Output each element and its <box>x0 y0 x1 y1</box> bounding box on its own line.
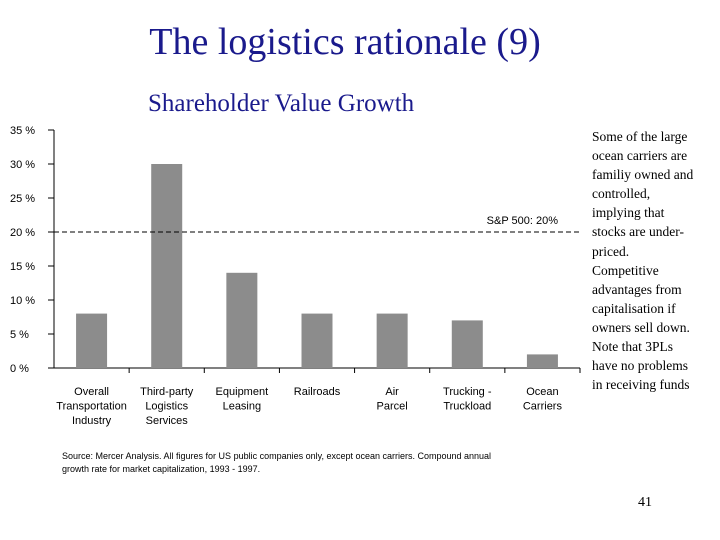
source-note: Source: Mercer Analysis. All figures for… <box>62 450 602 476</box>
reference-line-label: S&P 500: 20% <box>487 215 559 227</box>
note-line: advantages from <box>592 281 682 297</box>
y-tick-label: 25 % <box>10 193 35 205</box>
category-label-line: Equipment <box>216 386 269 398</box>
note-line: priced. <box>592 243 630 259</box>
category-label: Air Parcel <box>377 386 408 413</box>
source-line: growth rate for market capitalization, 1… <box>62 464 261 474</box>
source-line: Source: Mercer Analysis. All figures for… <box>62 451 492 461</box>
note-line: Competitive <box>592 262 659 278</box>
note-line: familiy owned and <box>592 167 694 183</box>
page-number: 41 <box>638 495 652 510</box>
category-label: Railroads <box>294 386 341 398</box>
bar <box>526 354 558 368</box>
category-label-line: Industry <box>72 415 112 427</box>
bar <box>301 313 333 368</box>
bar <box>451 320 483 368</box>
note-line: implying that <box>592 205 665 221</box>
note-line: owners sell down. <box>592 319 690 335</box>
y-tick-label: 20 % <box>10 227 35 239</box>
note-line: ocean carriers are <box>592 148 688 164</box>
note-line: Note that 3PLs <box>592 339 673 355</box>
chart-title: Shareholder Value Growth <box>148 90 415 117</box>
bar <box>226 272 258 368</box>
y-tick-label: 5 % <box>10 329 29 341</box>
y-tick-label: 0 % <box>10 363 29 375</box>
category-label: Ocean Carriers <box>523 386 563 413</box>
category-label-line: Third-party <box>140 386 194 398</box>
note-line: controlled, <box>592 186 651 202</box>
category-label-line: Air <box>385 386 399 398</box>
side-note: Some of the large ocean carriers are famil… <box>592 127 716 394</box>
bar <box>376 313 408 368</box>
note-line: have no problems <box>592 358 688 374</box>
y-tick-label: 35 % <box>10 125 35 137</box>
category-label: Third-party Logistics Services <box>140 386 194 427</box>
category-label: Trucking - Truckload <box>443 386 492 413</box>
category-label: Overall Transportation Industry <box>56 386 127 427</box>
bar <box>151 164 183 368</box>
y-tick-label: 15 % <box>10 261 35 273</box>
y-tick-label: 30 % <box>10 159 35 171</box>
category-label-line: Overall <box>74 386 109 398</box>
note-line: Some of the large <box>592 129 688 144</box>
category-label-line: Railroads <box>294 386 341 398</box>
category-label-line: Truckload <box>443 401 491 413</box>
slide-title: The logistics rationale (9) <box>149 21 541 63</box>
bar <box>76 313 108 368</box>
category-label-line: Services <box>146 415 189 427</box>
category-label-line: Transportation <box>56 401 127 413</box>
category-label-line: Carriers <box>523 401 563 413</box>
note-line: in receiving funds <box>592 377 690 393</box>
category-label-line: Leasing <box>223 401 262 413</box>
note-line: capitalisation if <box>592 300 676 316</box>
category-label-line: Logistics <box>145 401 188 413</box>
category-label-line: Ocean <box>526 386 558 398</box>
category-label-line: Parcel <box>377 401 408 413</box>
bar-chart: 0 % 5 % 10 % 15 % 20 % 25 % 30 % 35 % Overall Tra… <box>10 125 581 427</box>
category-label-line: Trucking - <box>443 386 492 398</box>
y-tick-label: 10 % <box>10 295 35 307</box>
category-label: Equipment Leasing <box>216 386 269 413</box>
note-line: stocks are under- <box>592 224 684 240</box>
